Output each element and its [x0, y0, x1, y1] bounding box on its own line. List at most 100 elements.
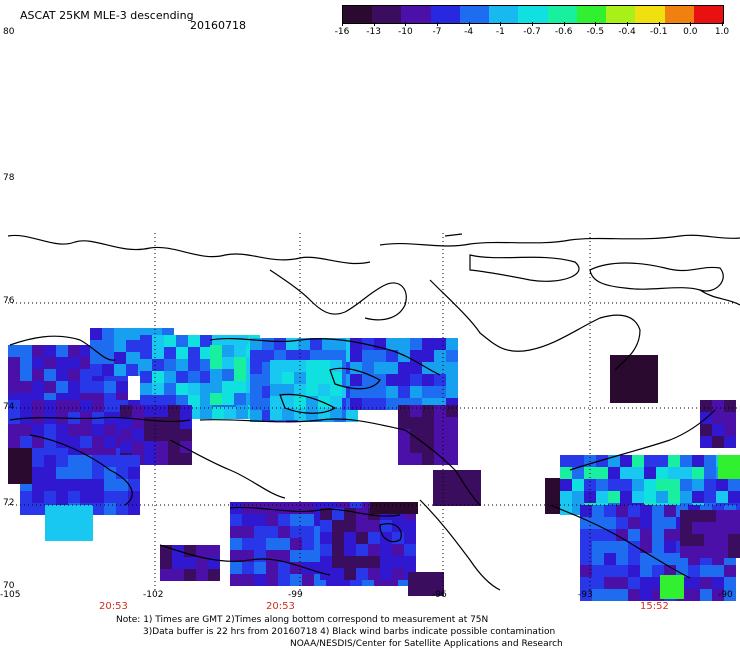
swath-cell	[184, 557, 196, 569]
swath-cell	[676, 565, 688, 577]
swath-cell	[692, 467, 704, 479]
swath-cell	[356, 544, 368, 556]
swath-cell	[44, 455, 56, 467]
swath-cell	[712, 412, 724, 424]
swath-cell	[164, 395, 176, 407]
swath-cell	[664, 541, 676, 553]
swath-cell	[644, 479, 656, 491]
swath-cell	[332, 544, 344, 556]
swath-cell	[44, 381, 56, 393]
swath-cell	[200, 407, 212, 419]
color-scale-label: -4	[464, 27, 474, 37]
swath-cell	[692, 522, 704, 534]
swath-cell	[44, 491, 56, 503]
swath-cell	[404, 544, 416, 556]
swath-cell	[660, 587, 672, 599]
swath-cell	[32, 357, 44, 369]
swath-cell	[90, 364, 102, 376]
coast-east	[569, 409, 716, 471]
swath-cell	[200, 383, 212, 395]
swath-cell	[176, 359, 188, 371]
swath-cell	[32, 400, 44, 412]
swath-cell	[160, 557, 172, 569]
swath-cell	[422, 350, 434, 362]
swath-cell	[8, 381, 20, 393]
swath-cell	[120, 441, 132, 453]
swath-cell	[120, 405, 132, 417]
swath-cell	[56, 455, 68, 467]
swath-cell	[446, 350, 458, 362]
color-scale-tick	[595, 22, 597, 26]
color-scale-segment	[606, 6, 636, 23]
swath-cell	[92, 381, 104, 393]
swath-cell	[346, 410, 358, 422]
swath-cell	[270, 372, 282, 384]
swath-cell	[278, 538, 290, 550]
swath-cell	[632, 455, 644, 467]
color-scale-label: -0.7	[523, 27, 541, 37]
swath-cell	[128, 455, 140, 467]
swath-cell	[330, 396, 342, 408]
swath-cell	[92, 467, 104, 479]
swath-cell	[434, 429, 446, 441]
swath-cell	[344, 568, 356, 580]
color-scale-segment	[430, 6, 461, 23]
swath-cell	[320, 520, 332, 532]
swath-cell	[290, 526, 302, 538]
swath-cell	[350, 398, 362, 410]
swath-cell	[68, 491, 80, 503]
swath-cell	[92, 503, 104, 515]
swath-cell	[234, 369, 246, 381]
note-line-1: Note: 1) Times are GMT 2)Times along bot…	[116, 615, 489, 625]
swath-cell	[592, 541, 604, 553]
swath-cell	[20, 424, 32, 436]
color-scale-tick	[690, 22, 692, 26]
color-scale-segment	[693, 6, 724, 23]
swath-cell	[44, 479, 56, 491]
swath-cell	[266, 502, 278, 514]
color-scale-segment	[635, 6, 666, 23]
swath-cell	[634, 355, 646, 367]
swath-cell	[104, 381, 116, 393]
swath-cell	[398, 441, 410, 453]
swath-cell	[434, 338, 446, 350]
color-scale-bar	[342, 5, 724, 24]
swath-cell	[446, 453, 458, 465]
lon-label-99: -99	[288, 590, 303, 600]
note-line-2: 3)Data buffer is 22 hrs from 20160718 4)…	[143, 627, 556, 637]
color-scale-segment	[401, 6, 432, 23]
swath-cell	[469, 470, 481, 482]
swath-cell	[8, 369, 20, 381]
swath-cell	[44, 400, 56, 412]
color-scale-label: -0.5	[586, 27, 605, 37]
swath-cell	[168, 417, 180, 429]
coast-channel	[209, 337, 441, 376]
swath-cell	[692, 534, 704, 546]
swath-cell	[608, 491, 620, 503]
swath-cell	[8, 400, 20, 412]
coast-south-west	[9, 416, 191, 423]
coast-central	[199, 418, 406, 431]
swath-cell	[730, 467, 740, 479]
swath-cell	[222, 393, 234, 405]
swath-cell	[560, 467, 572, 479]
swath-cell	[180, 429, 192, 441]
swath-cell	[286, 338, 298, 350]
swath-cell	[644, 467, 656, 479]
swath-cell	[344, 544, 356, 556]
swath-cell	[32, 503, 44, 515]
swath-cell	[580, 505, 592, 517]
coast-west	[9, 335, 116, 361]
swath-cell	[712, 424, 724, 436]
swath-cell	[610, 355, 622, 367]
swath-cell	[104, 491, 116, 503]
swath-cell	[320, 556, 332, 568]
swath-cell	[160, 569, 172, 581]
swath-cell	[646, 367, 658, 379]
swath-cell	[92, 455, 104, 467]
swath-cell	[622, 391, 634, 403]
swath-cell	[282, 372, 294, 384]
swath-cell	[420, 584, 432, 596]
swath-cell	[102, 364, 114, 376]
swath-cell	[620, 455, 632, 467]
